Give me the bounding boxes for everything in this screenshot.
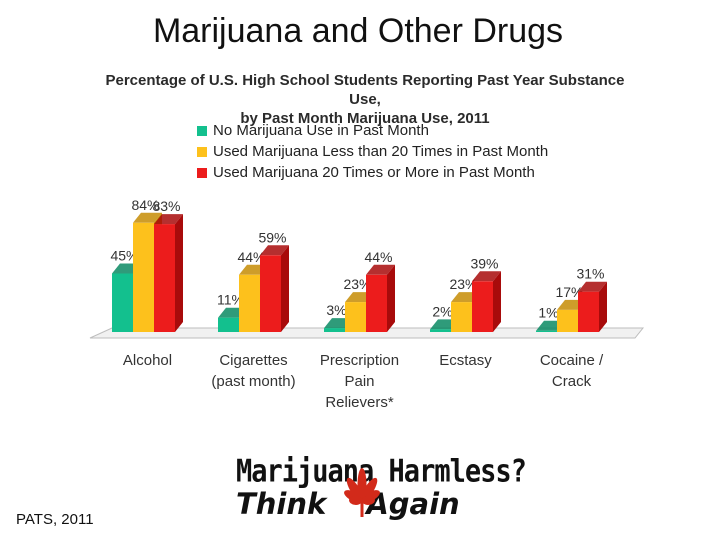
- bar-top: [154, 214, 183, 225]
- legend-label-no-use: No Marijuana Use in Past Month: [213, 122, 429, 139]
- data-label: 23%: [343, 276, 371, 292]
- data-label: 84%: [131, 197, 159, 213]
- category-label: Cigarettes (past month): [194, 350, 314, 392]
- legend-swatch-20-or-more: [197, 168, 207, 178]
- bar-front: [430, 329, 451, 332]
- bar-front: [536, 330, 557, 332]
- data-label: 23%: [449, 276, 477, 292]
- legend-item-20-or-more: Used Marijuana 20 Times or More in Past …: [197, 162, 548, 183]
- data-label: 59%: [258, 229, 286, 245]
- chart-title-line-1: Percentage of U.S. High School Students …: [105, 72, 625, 108]
- bar-front: [578, 291, 599, 332]
- bar-front: [345, 302, 366, 332]
- legend-label-20-or-more: Used Marijuana 20 Times or More in Past …: [213, 164, 535, 181]
- cannabis-leaf-icon: [344, 468, 380, 517]
- bar: [260, 245, 289, 332]
- bar-front: [154, 224, 175, 332]
- legend-swatch-no-use: [197, 126, 207, 136]
- bar-front: [366, 274, 387, 332]
- bar-side: [175, 214, 183, 332]
- data-label: 44%: [237, 249, 265, 265]
- bar-side: [387, 264, 395, 332]
- legend-swatch-less-than-20: [197, 147, 207, 157]
- data-label: 3%: [326, 302, 346, 318]
- data-label: 45%: [110, 248, 138, 264]
- category-label-line: Cigarettes: [219, 352, 288, 369]
- category-label-line: Prescription: [319, 352, 400, 369]
- bar-front: [112, 273, 133, 332]
- source-note: PATS, 2011: [16, 511, 94, 528]
- bar-top: [133, 212, 162, 223]
- data-label: 44%: [364, 249, 392, 265]
- category-label: Prescription Pain Relievers*: [300, 350, 420, 413]
- category-label-line: Pain: [344, 373, 375, 390]
- bar-side: [281, 245, 289, 332]
- bar-side: [599, 281, 607, 332]
- logo-line-1: Marijuana Harmless?: [236, 454, 527, 490]
- bar-top: [366, 264, 395, 275]
- data-label: 39%: [470, 255, 498, 271]
- bar-top: [260, 245, 289, 256]
- category-label: Ecstasy: [406, 350, 526, 371]
- bar-front: [324, 328, 345, 332]
- bar: [366, 264, 395, 332]
- data-label: 17%: [555, 284, 583, 300]
- bar: [154, 214, 183, 332]
- legend-item-no-use: No Marijuana Use in Past Month: [197, 120, 548, 141]
- leaf-blade: [361, 495, 375, 505]
- category-label-line: Cocaine /: [539, 352, 604, 369]
- data-label: 31%: [576, 266, 604, 282]
- data-label: 1%: [538, 305, 558, 321]
- category-label-line: Crack: [551, 373, 592, 390]
- data-label: 83%: [152, 198, 180, 214]
- category-label-line: Relievers*: [325, 394, 394, 411]
- slide-title: Marijuana and Other Drugs: [152, 12, 564, 50]
- legend-item-less-than-20: Used Marijuana Less than 20 Times in Pas…: [197, 141, 548, 162]
- logo-word-think: Think: [236, 487, 327, 521]
- leaf-blade: [349, 495, 363, 505]
- category-label-line: (past month): [211, 373, 296, 390]
- logo-line-2: Think Again: [236, 487, 460, 521]
- bar-front: [557, 309, 578, 332]
- bar-front: [239, 274, 260, 332]
- bar-top: [472, 271, 501, 282]
- bar-side: [493, 271, 501, 332]
- category-label-line: Ecstasy: [439, 352, 492, 369]
- chart-title-line-2: by Past Month Marijuana Use, 2011: [240, 110, 490, 127]
- bar: [472, 271, 501, 332]
- bar: [578, 281, 607, 332]
- campaign-logo: Marijuana Harmless? Think Again: [236, 454, 527, 524]
- category-label: Alcohol: [88, 350, 208, 371]
- category-label: Cocaine / Crack: [512, 350, 632, 392]
- bar-front: [260, 255, 281, 332]
- data-label: 2%: [432, 303, 452, 319]
- category-label-line: Alcohol: [122, 352, 173, 369]
- bar-front: [218, 317, 239, 332]
- chart-title: Percentage of U.S. High School Students …: [100, 71, 630, 128]
- chart-legend: No Marijuana Use in Past Month Used Mari…: [197, 120, 548, 183]
- bar-front: [472, 281, 493, 332]
- legend-label-less-than-20: Used Marijuana Less than 20 Times in Pas…: [213, 143, 549, 160]
- bar-top: [578, 281, 607, 292]
- bar-front: [451, 302, 472, 332]
- data-label: 11%: [217, 292, 244, 308]
- logo-word-again: Again: [366, 487, 460, 521]
- bar-front: [133, 222, 154, 332]
- leaf-stem: [360, 499, 364, 517]
